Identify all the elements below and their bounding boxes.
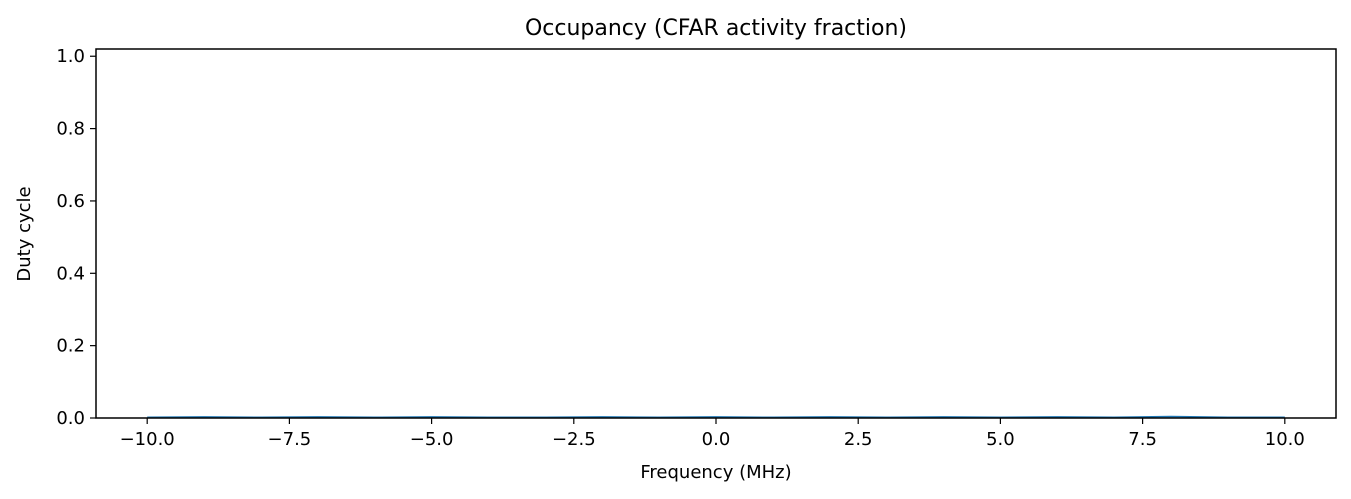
series-line [147,415,1285,419]
x-tick-label: 2.5 [844,429,873,450]
x-axis: −10.0 −7.5 −5.0 −2.5 0.0 2.5 5.0 7.5 10.0 [120,418,1305,450]
y-axis: 0.0 0.2 0.4 0.6 0.8 1.0 [56,46,96,429]
x-tick-label: 10.0 [1265,429,1305,450]
y-tick-label: 0.6 [56,191,85,212]
plot-frame [95,48,1337,419]
y-tick-label: 1.0 [56,46,85,67]
y-tick-label: 0.2 [56,336,85,357]
plot-area [147,415,1285,419]
x-tick-label: 0.0 [702,429,731,450]
y-tick-label: 0.0 [56,408,85,429]
y-tick-label: 0.8 [56,119,85,140]
x-tick-label: −10.0 [120,429,175,450]
y-tick-label: 0.4 [56,263,85,284]
chart-title: Occupancy (CFAR activity fraction) [525,16,907,41]
x-tick-label: 5.0 [986,429,1015,450]
x-tick-label: 7.5 [1128,429,1157,450]
x-tick-label: −5.0 [410,429,454,450]
x-axis-label: Frequency (MHz) [640,462,791,483]
x-tick-label: −7.5 [268,429,312,450]
y-axis-label: Duty cycle [14,186,35,281]
x-tick-label: −2.5 [552,429,596,450]
